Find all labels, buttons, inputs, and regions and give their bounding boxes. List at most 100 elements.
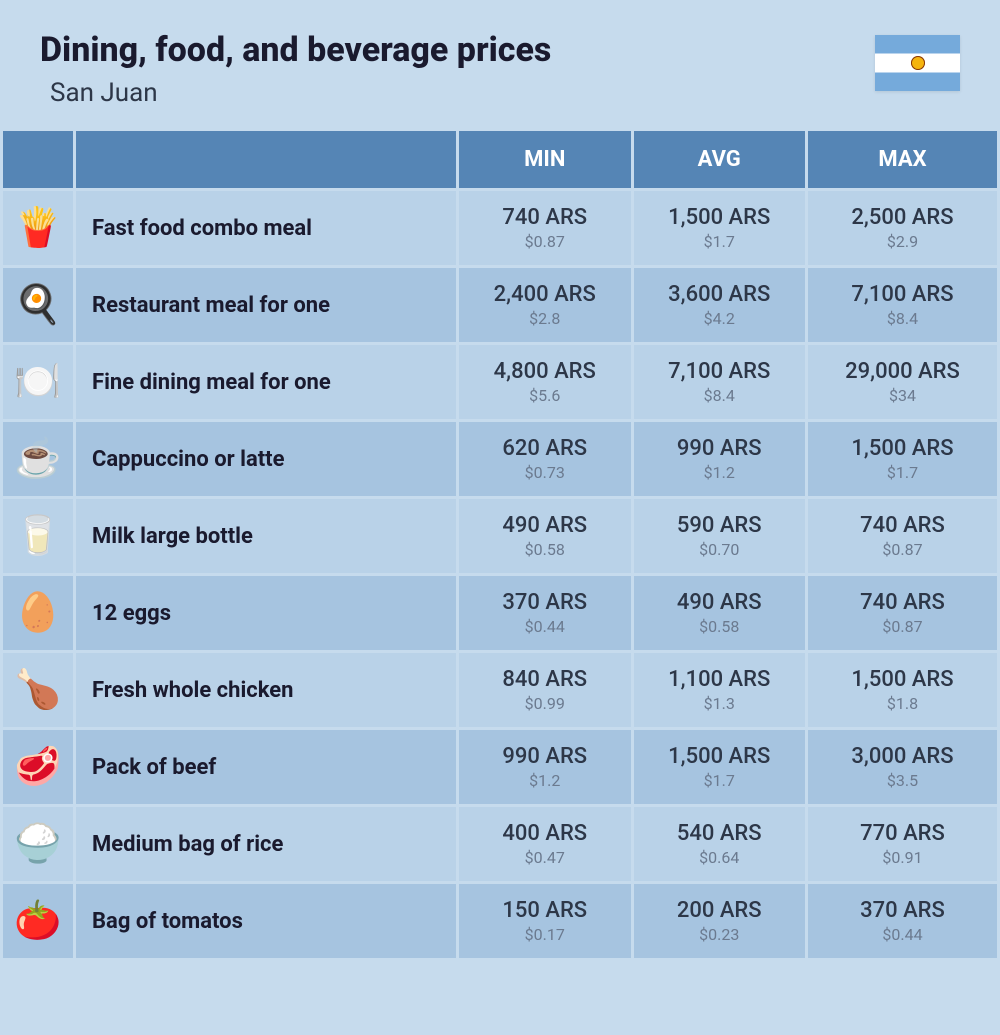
cell-min: 150 ARS $0.17 [459, 884, 630, 958]
price-ars: 370 ARS [469, 590, 620, 615]
row-name: Pack of beef [76, 730, 456, 804]
cell-max: 2,500 ARS $2.9 [808, 191, 997, 265]
price-usd: $0.70 [644, 540, 795, 559]
cell-avg: 540 ARS $0.64 [634, 807, 805, 881]
row-name: Cappuccino or latte [76, 422, 456, 496]
cell-min: 990 ARS $1.2 [459, 730, 630, 804]
price-ars: 1,100 ARS [644, 667, 795, 692]
flag-sun-icon [911, 56, 925, 70]
price-ars: 740 ARS [818, 590, 987, 615]
cell-avg: 1,500 ARS $1.7 [634, 191, 805, 265]
price-ars: 4,800 ARS [469, 359, 620, 384]
page-subtitle: San Juan [50, 78, 960, 108]
price-ars: 2,500 ARS [818, 205, 987, 230]
price-usd: $0.99 [469, 694, 620, 713]
table-row: 🥩Pack of beef990 ARS$1.21,500 ARS$1.73,0… [3, 730, 997, 804]
cell-max: 740 ARS $0.87 [808, 576, 997, 650]
row-icon: 🍗 [3, 653, 73, 727]
row-icon: 🍟 [3, 191, 73, 265]
cell-avg: 7,100 ARS$8.4 [634, 345, 805, 419]
price-ars: 840 ARS [469, 667, 620, 692]
cell-min: 840 ARS $0.99 [459, 653, 630, 727]
price-ars: 150 ARS [469, 898, 620, 923]
price-table-container: Dining, food, and beverage prices San Ju… [0, 0, 1000, 961]
price-ars: 7,100 ARS [818, 282, 987, 307]
argentina-flag-icon [875, 35, 960, 91]
price-ars: 490 ARS [644, 590, 795, 615]
price-usd: $5.6 [469, 386, 620, 405]
price-usd: $0.91 [818, 848, 987, 867]
cell-min: 370 ARS$0.44 [459, 576, 630, 650]
row-icon: 🥩 [3, 730, 73, 804]
price-usd: $8.4 [818, 309, 987, 328]
row-icon: 🥚 [3, 576, 73, 650]
col-min: MIN [459, 131, 630, 188]
row-icon: 🍅 [3, 884, 73, 958]
cell-min: 2,400 ARS$2.8 [459, 268, 630, 342]
cell-avg: 1,500 ARS$1.7 [634, 730, 805, 804]
price-usd: $1.2 [644, 463, 795, 482]
row-name: Milk large bottle [76, 499, 456, 573]
price-usd: $0.44 [818, 925, 987, 944]
price-usd: $1.8 [818, 694, 987, 713]
price-usd: $0.87 [469, 232, 620, 251]
cell-min: 400 ARS$0.47 [459, 807, 630, 881]
row-name: Bag of tomatos [76, 884, 456, 958]
row-name: 12 eggs [76, 576, 456, 650]
cell-min: 620 ARS $0.73 [459, 422, 630, 496]
price-usd: $3.5 [818, 771, 987, 790]
row-name: Restaurant meal for one [76, 268, 456, 342]
price-ars: 620 ARS [469, 436, 620, 461]
price-ars: 740 ARS [818, 513, 987, 538]
price-usd: $34 [818, 386, 987, 405]
table-header-row: MIN AVG MAX [3, 131, 997, 188]
cell-max: 1,500 ARS$1.7 [808, 422, 997, 496]
price-usd: $0.87 [818, 617, 987, 636]
price-usd: $0.58 [644, 617, 795, 636]
cell-max: 3,000 ARS $3.5 [808, 730, 997, 804]
row-icon: ☕ [3, 422, 73, 496]
cell-avg: 3,600 ARS$4.2 [634, 268, 805, 342]
price-usd: $4.2 [644, 309, 795, 328]
row-name: Fine dining meal for one [76, 345, 456, 419]
cell-min: 4,800 ARS $5.6 [459, 345, 630, 419]
table-row: 🍗Fresh whole chicken840 ARS$0.991,100 AR… [3, 653, 997, 727]
price-usd: $0.23 [644, 925, 795, 944]
col-avg: AVG [634, 131, 805, 188]
price-ars: 1,500 ARS [818, 667, 987, 692]
table-row: 🍽️Fine dining meal for one4,800 ARS$5.67… [3, 345, 997, 419]
price-usd: $0.73 [469, 463, 620, 482]
cell-avg: 1,100 ARS$1.3 [634, 653, 805, 727]
price-usd: $1.2 [469, 771, 620, 790]
cell-max: 1,500 ARS $1.8 [808, 653, 997, 727]
price-ars: 540 ARS [644, 821, 795, 846]
price-usd: $0.47 [469, 848, 620, 867]
price-usd: $1.7 [818, 463, 987, 482]
col-icon [3, 131, 73, 188]
price-usd: $0.17 [469, 925, 620, 944]
row-name: Fast food combo meal [76, 191, 456, 265]
price-ars: 740 ARS [469, 205, 620, 230]
price-ars: 200 ARS [644, 898, 795, 923]
cell-max: 770 ARS $0.91 [808, 807, 997, 881]
price-ars: 3,000 ARS [818, 744, 987, 769]
price-ars: 1,500 ARS [644, 205, 795, 230]
cell-avg: 200 ARS $0.23 [634, 884, 805, 958]
price-usd: $1.7 [644, 232, 795, 251]
cell-max: 7,100 ARS $8.4 [808, 268, 997, 342]
col-name [76, 131, 456, 188]
col-max: MAX [808, 131, 997, 188]
prices-table: MIN AVG MAX 🍟Fast food combo meal 740 ARS… [0, 128, 1000, 961]
table-row: 🍚Medium bag of rice400 ARS$0.47540 ARS$0… [3, 807, 997, 881]
cell-max: 370 ARS$0.44 [808, 884, 997, 958]
cell-avg: 990 ARS $1.2 [634, 422, 805, 496]
price-usd: $0.64 [644, 848, 795, 867]
price-ars: 990 ARS [469, 744, 620, 769]
row-icon: 🥛 [3, 499, 73, 573]
table-row: ☕Cappuccino or latte 620 ARS $0.73 990 ARS $… [3, 422, 997, 496]
price-usd: $2.9 [818, 232, 987, 251]
table-row: 🍟Fast food combo meal 740 ARS $0.87 1,500 A… [3, 191, 997, 265]
price-ars: 770 ARS [818, 821, 987, 846]
table-row: 🥚12 eggs370 ARS$0.44 490 ARS $0.58 740 ARS $… [3, 576, 997, 650]
price-ars: 990 ARS [644, 436, 795, 461]
